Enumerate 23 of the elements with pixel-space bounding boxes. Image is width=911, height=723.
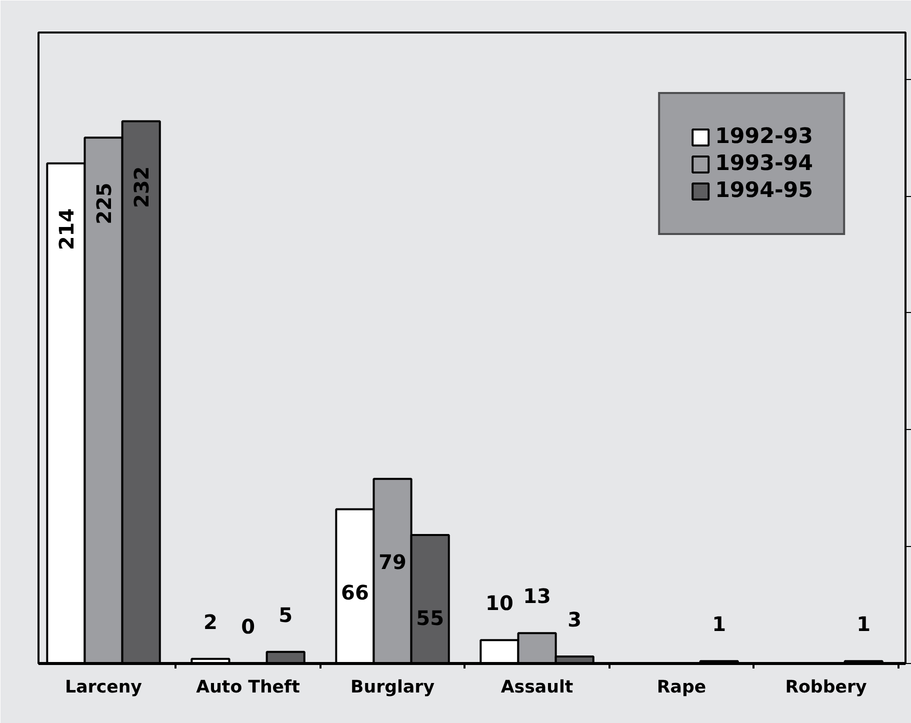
- data-label: 1: [712, 612, 726, 636]
- legend-label: 1993-94: [715, 151, 813, 176]
- data-label: 5: [278, 602, 293, 627]
- x-tick-label: Burglary: [350, 678, 435, 698]
- x-tick-label: Auto Theft: [196, 678, 300, 698]
- legend-label: 1994-95: [715, 178, 813, 203]
- x-tick-label: Larceny: [65, 678, 142, 698]
- data-label: 10: [486, 591, 514, 616]
- x-tick-label: Rape: [656, 678, 706, 698]
- x-tick-label: Assault: [500, 678, 574, 698]
- data-label: 2: [203, 610, 218, 634]
- data-label: 13: [523, 584, 551, 608]
- data-label: 0: [241, 614, 255, 638]
- data-label: 1: [856, 612, 871, 636]
- data-label: 214: [54, 208, 78, 250]
- data-label: 66: [341, 580, 369, 604]
- data-label: 232: [130, 166, 154, 208]
- data-label: 55: [416, 606, 444, 630]
- data-label: 225: [92, 182, 116, 224]
- x-tick-label: Robbery: [785, 678, 867, 698]
- legend-label: 1992-93: [715, 124, 813, 149]
- data-label: 79: [378, 550, 406, 574]
- data-label: 3: [568, 607, 582, 632]
